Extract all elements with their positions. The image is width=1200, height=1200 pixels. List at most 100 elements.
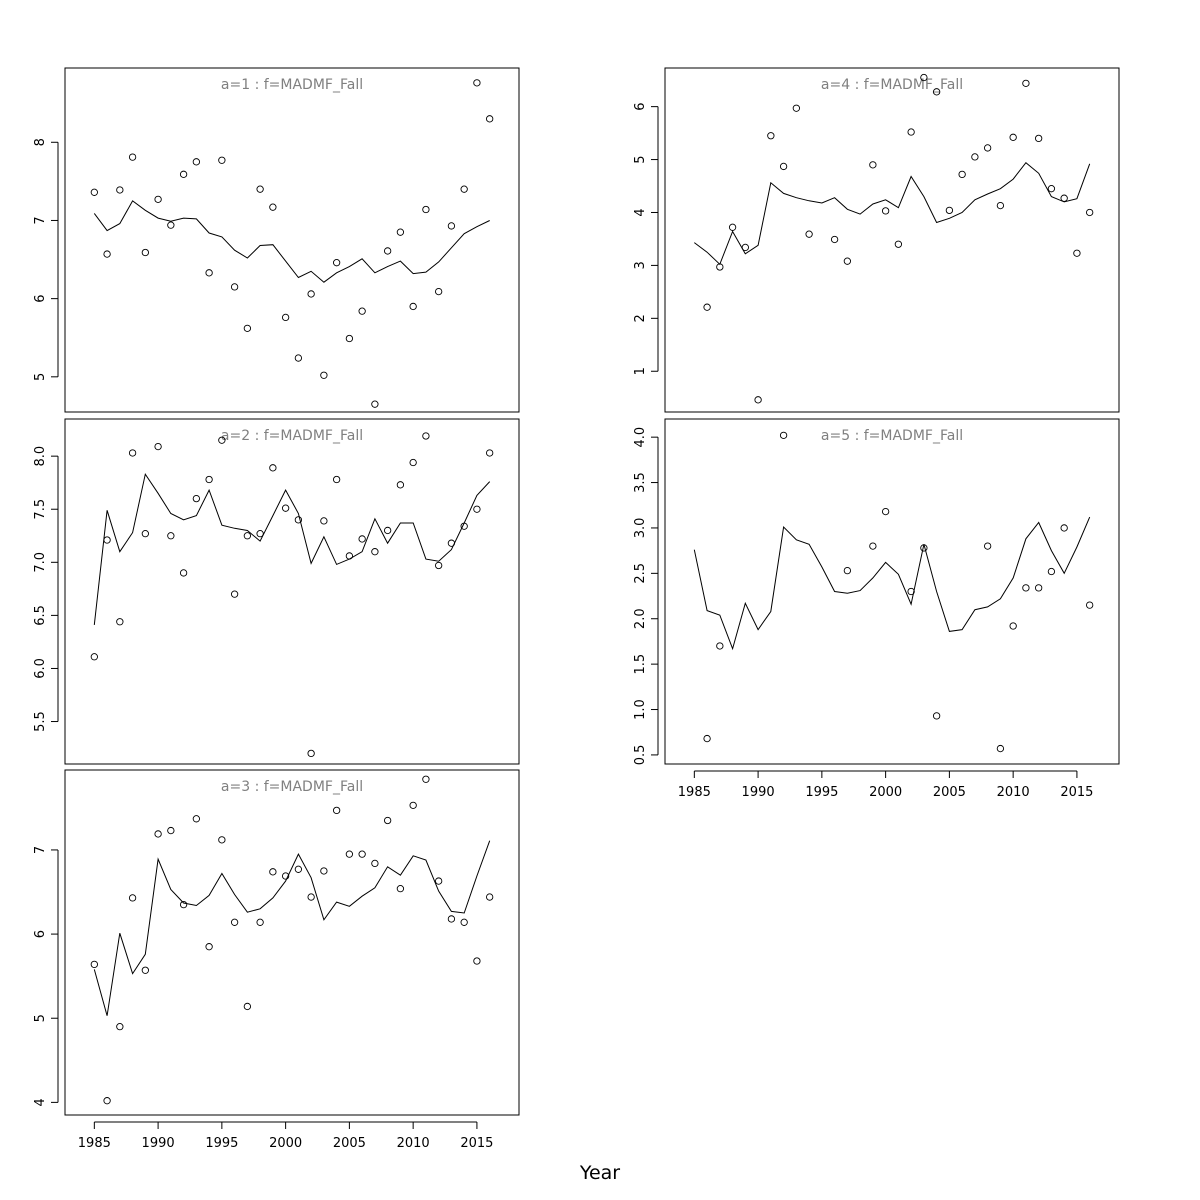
observed-point <box>383 816 392 825</box>
x-tick-label: 1985 <box>678 785 711 800</box>
predicted-line <box>693 161 1091 266</box>
panel-title: a=3 : f=MADMF_Fall <box>221 779 363 795</box>
y-tick-label: 1.5 <box>633 654 648 675</box>
observed-point <box>779 162 788 171</box>
observed-point <box>971 153 979 161</box>
observed-point <box>1060 194 1068 202</box>
y-tick-label: 1.0 <box>633 699 648 720</box>
observed-point <box>983 542 992 550</box>
observed-point <box>741 243 749 252</box>
observed-point <box>141 966 149 974</box>
predicted-line <box>693 516 1091 651</box>
observed-point <box>460 522 468 530</box>
y-tick-label: 2.0 <box>633 608 648 629</box>
panel-3: a=3 : f=MADMF_Fall 4 5 6 7 1985 1990 1995 2000 20… <box>33 769 520 1151</box>
observed-point <box>754 396 762 404</box>
observed-point <box>1009 133 1017 141</box>
observed-point <box>256 918 264 926</box>
observed-point <box>486 449 494 457</box>
observed-point <box>192 815 201 823</box>
observed-point <box>294 516 303 524</box>
observed-point <box>1009 622 1017 630</box>
observed-point <box>881 507 890 516</box>
y-tick-label: 3.5 <box>633 472 648 493</box>
observed-point <box>307 290 315 298</box>
observed-point <box>396 481 405 489</box>
observed-point <box>179 900 188 909</box>
observed-point <box>358 535 366 543</box>
observed-point <box>320 867 328 875</box>
y-tick-label: 7 <box>33 216 48 224</box>
observed-point <box>1022 79 1030 87</box>
panel-5: a=5 : f=MADMF_Fall 0.5 1.0 1.5 2.0 2.5 3.0 3.5 4… <box>633 418 1120 800</box>
observed-point <box>116 1022 124 1031</box>
observed-point <box>805 230 813 238</box>
y-tick-label: 5.5 <box>33 711 48 732</box>
observed-point <box>869 542 877 550</box>
panel-title: a=1 : f=MADMF_Fall <box>221 77 363 93</box>
observed-point <box>154 195 162 203</box>
y-tick-label: 8 <box>33 138 48 146</box>
observed-point <box>243 324 252 332</box>
predicted-line <box>93 200 490 283</box>
y-tick-label: 7 <box>33 846 48 854</box>
observed-point <box>243 1002 252 1011</box>
observed-point <box>383 247 392 255</box>
observed-point <box>422 432 430 440</box>
x-tick-label: 2000 <box>869 785 902 800</box>
x-tick-label: 2015 <box>1060 785 1093 800</box>
x-tick-label: 2015 <box>460 1136 493 1151</box>
observed-point <box>269 203 277 211</box>
observed-point <box>243 532 252 540</box>
observed-point <box>167 221 175 229</box>
observed-point <box>473 505 481 513</box>
observed-point <box>269 868 277 876</box>
observed-point <box>473 79 481 87</box>
observed-point <box>307 749 315 758</box>
observed-point <box>958 170 966 179</box>
predicted-line <box>93 472 491 625</box>
x-tick-label: 2005 <box>933 785 966 800</box>
plot-frame <box>664 67 1120 413</box>
observed-point <box>843 257 852 265</box>
observed-point <box>920 544 928 552</box>
observed-point <box>1073 249 1081 257</box>
plot-frame <box>64 418 520 765</box>
observed-point <box>230 918 239 926</box>
observed-point <box>128 894 137 902</box>
observed-point <box>294 865 303 873</box>
observed-point <box>90 653 98 661</box>
y-tick-label: 2.5 <box>633 563 648 584</box>
observed-point <box>435 877 443 885</box>
observed-point <box>192 494 201 503</box>
observed-point <box>167 826 175 835</box>
observed-point <box>141 248 149 257</box>
observed-point <box>907 128 915 136</box>
observed-point <box>396 884 405 893</box>
observed-point <box>205 943 213 951</box>
observed-point <box>128 153 137 161</box>
y-tick-label: 3 <box>633 261 648 269</box>
x-tick-label: 1995 <box>805 785 838 800</box>
observed-point <box>141 529 149 538</box>
plot-frame <box>64 769 520 1116</box>
observed-point <box>716 263 724 271</box>
observed-point <box>103 1097 111 1105</box>
observed-point <box>90 960 98 969</box>
observed-point <box>932 712 941 720</box>
observed-point <box>435 287 443 296</box>
observed-point <box>435 561 443 570</box>
observed-point <box>371 548 379 556</box>
observed-point <box>205 475 213 484</box>
y-tick-label: 4.0 <box>633 427 648 448</box>
panel-2: a=2 : f=MADMF_Fall 5.5 6.0 6.5 7.0 7.5 8.0 <box>33 418 520 765</box>
observed-point <box>422 775 430 783</box>
x-tick-label: 1985 <box>78 1136 111 1151</box>
panel-1: a=1 : f=MADMF_Fall 5 6 7 8 <box>33 67 520 413</box>
observed-point <box>371 859 379 868</box>
observed-point <box>996 744 1005 753</box>
observed-point <box>256 529 264 538</box>
observed-point <box>907 587 915 596</box>
x-tick-label: 1990 <box>142 1136 175 1151</box>
